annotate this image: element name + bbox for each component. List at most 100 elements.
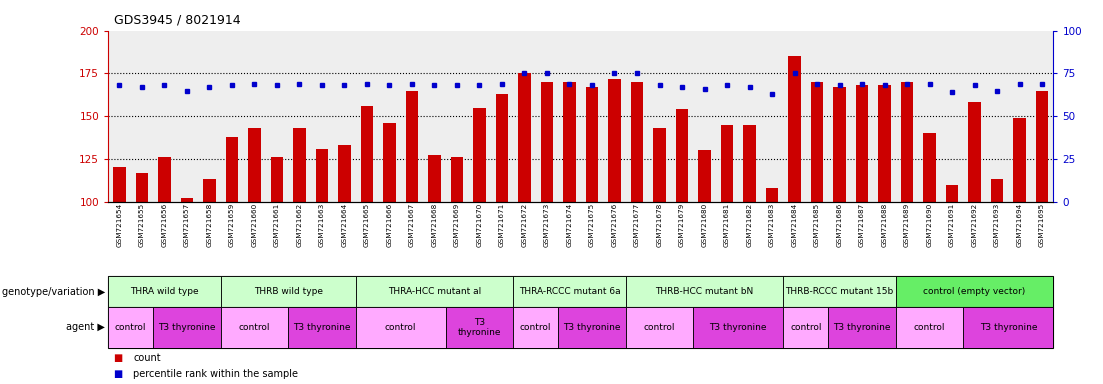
Bar [653, 128, 666, 202]
Bar [446, 307, 513, 348]
Bar [625, 276, 783, 307]
Bar [558, 31, 580, 202]
Text: T3 thyronine: T3 thyronine [564, 323, 621, 332]
Bar [896, 276, 1053, 307]
Bar [625, 307, 694, 348]
Bar [136, 172, 148, 202]
Bar [513, 31, 536, 202]
Bar [536, 31, 558, 202]
Bar [811, 82, 823, 202]
Bar [806, 31, 828, 202]
Bar [765, 188, 779, 202]
Bar [1036, 91, 1048, 202]
Bar [513, 307, 558, 348]
Bar [783, 31, 806, 202]
Bar [856, 85, 868, 202]
Bar [789, 56, 801, 202]
Bar [248, 128, 260, 202]
Bar [114, 167, 126, 202]
Text: agent ▶: agent ▶ [66, 322, 105, 333]
Bar [473, 108, 485, 202]
Bar [288, 31, 311, 202]
Text: control (empty vector): control (empty vector) [923, 287, 1026, 296]
Text: T3 thyronine: T3 thyronine [833, 323, 891, 332]
Bar [361, 106, 373, 202]
Bar [491, 31, 513, 202]
Bar [946, 185, 959, 202]
Bar [495, 94, 508, 202]
Bar [221, 276, 355, 307]
Text: control: control [913, 323, 945, 332]
Bar [288, 307, 355, 348]
Bar [333, 31, 355, 202]
Bar [446, 31, 468, 202]
Bar [558, 307, 625, 348]
Bar [108, 276, 221, 307]
Bar [540, 82, 554, 202]
Bar [901, 82, 913, 202]
Bar [963, 31, 986, 202]
Text: control: control [115, 323, 147, 332]
Bar [513, 276, 625, 307]
Text: count: count [133, 353, 161, 363]
Bar [625, 31, 649, 202]
Text: THRA-RCCC mutant 6a: THRA-RCCC mutant 6a [518, 287, 620, 296]
Bar [649, 31, 671, 202]
Bar [896, 307, 963, 348]
Bar [108, 31, 130, 202]
Text: ■: ■ [114, 369, 122, 379]
Bar [311, 31, 333, 202]
Bar [158, 157, 171, 202]
Bar [400, 31, 424, 202]
Bar [130, 31, 153, 202]
Bar [424, 31, 446, 202]
Text: T3 thyronine: T3 thyronine [979, 323, 1037, 332]
Bar [199, 31, 221, 202]
Bar [108, 307, 153, 348]
Bar [923, 133, 935, 202]
Bar [1008, 31, 1031, 202]
Bar [221, 307, 288, 348]
Bar [783, 307, 828, 348]
Text: THRB wild type: THRB wild type [254, 287, 323, 296]
Bar [694, 307, 783, 348]
Bar [270, 157, 283, 202]
Text: T3 thyronine: T3 thyronine [293, 323, 351, 332]
Bar [963, 307, 1053, 348]
Text: T3 thyronine: T3 thyronine [158, 323, 215, 332]
Bar [738, 31, 761, 202]
Text: THRB-RCCC mutant 15b: THRB-RCCC mutant 15b [785, 287, 893, 296]
Bar [153, 31, 175, 202]
Bar [428, 156, 440, 202]
Bar [694, 31, 716, 202]
Bar [783, 276, 896, 307]
Bar [293, 128, 306, 202]
Bar [631, 82, 643, 202]
Bar [181, 198, 193, 202]
Bar [564, 82, 576, 202]
Bar [603, 31, 625, 202]
Bar [986, 31, 1008, 202]
Text: THRB-HCC mutant bN: THRB-HCC mutant bN [655, 287, 753, 296]
Text: control: control [644, 323, 675, 332]
Bar [243, 31, 266, 202]
Bar [175, 31, 199, 202]
Bar [874, 31, 896, 202]
Bar [406, 91, 418, 202]
Bar [383, 123, 396, 202]
Bar [828, 307, 896, 348]
Bar [834, 87, 846, 202]
Bar [716, 31, 738, 202]
Bar [378, 31, 400, 202]
Bar [203, 179, 215, 202]
Text: T3
thyronine: T3 thyronine [458, 318, 501, 337]
Bar [586, 87, 598, 202]
Bar [743, 125, 756, 202]
Bar [355, 276, 513, 307]
Bar [355, 307, 446, 348]
Text: control: control [238, 323, 270, 332]
Text: genotype/variation ▶: genotype/variation ▶ [1, 287, 105, 297]
Bar [518, 73, 531, 202]
Bar [721, 125, 733, 202]
Bar [828, 31, 850, 202]
